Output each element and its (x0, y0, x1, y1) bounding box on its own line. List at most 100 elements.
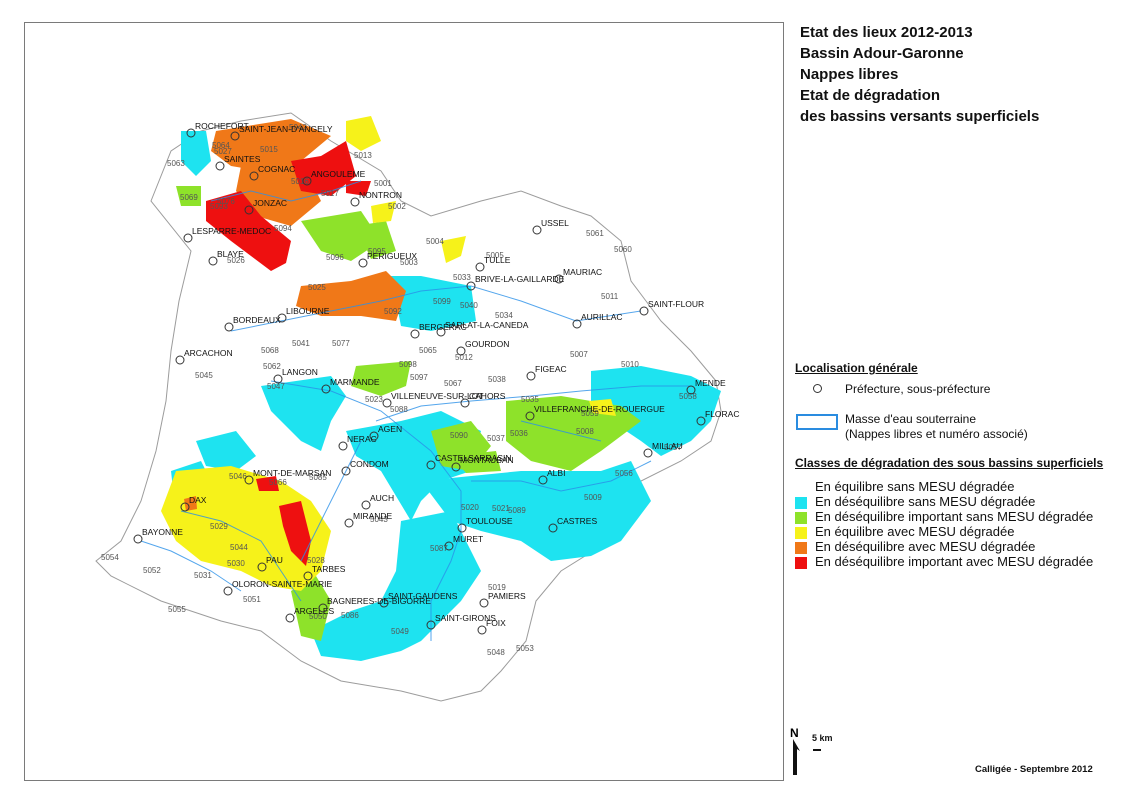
zone-label: 5040 (460, 301, 478, 310)
swatch-desequilibre-sans (795, 497, 807, 509)
zone-label: 5044 (230, 543, 248, 552)
zone-label: 5066 (269, 478, 287, 487)
city-label: TARBES (312, 564, 346, 574)
city-label: OLORON-SAINTE-MARIE (232, 579, 332, 589)
zone-label: 5043 (370, 515, 388, 524)
class-equilibre-avec-mesu (161, 116, 616, 591)
prefecture-circle-icon (249, 171, 259, 181)
city-marker: SAINT-FLOUR (639, 299, 704, 316)
swatch-desequilibre-important-sans (795, 512, 807, 524)
zone-label: 5020 (461, 503, 479, 512)
zone-label: 5004 (426, 237, 444, 246)
zone-label: 5052 (143, 566, 161, 575)
prefecture-circle-icon (344, 518, 354, 528)
city-label: PAMIERS (488, 591, 526, 601)
zone-label: 5063 (167, 159, 185, 168)
prefecture-circle-icon (477, 625, 487, 635)
zone-label: 5093 (210, 202, 228, 211)
city-marker: BRIVE-LA-GAILLARDE (466, 274, 565, 291)
city-label: USSEL (541, 218, 569, 228)
zone-label: 5064 (212, 141, 230, 150)
zone-label: 5097 (410, 373, 428, 382)
city-label: DAX (189, 495, 207, 505)
city-marker: JONZAC (244, 198, 287, 215)
city-marker: BLAYE (208, 249, 244, 266)
prefecture-circle-icon (208, 256, 218, 266)
zone-label: 5034 (495, 311, 513, 320)
city-marker: FOIX (477, 618, 506, 635)
city-label: ARGELES (294, 606, 334, 616)
city-marker: USSEL (532, 218, 569, 235)
zone-label: 5015 (260, 145, 278, 154)
city-marker: TOULOUSE (457, 516, 513, 533)
city-label: PERIGUEUX (367, 251, 417, 261)
zone-label: 5059 (581, 409, 599, 418)
zone-label: 5087 (430, 544, 448, 553)
zone-label: 5011 (601, 292, 619, 301)
city-marker: MIRANDE (344, 511, 393, 528)
zone-label: 5076 (217, 197, 235, 206)
prefecture-circle-icon (361, 500, 371, 510)
zone-label: 5047 (267, 382, 285, 391)
class-label: En déséquilibre important avec MESU dégr… (815, 554, 1094, 569)
prefecture-circle-icon (303, 571, 313, 581)
city-marker: NONTRON (350, 190, 402, 207)
prefecture-circle-icon (525, 411, 535, 421)
city-label: BORDEAUX (233, 315, 281, 325)
zone-label: 5060 (614, 245, 632, 254)
prefecture-circle-icon (532, 225, 542, 235)
prefecture-circle-icon (696, 416, 706, 426)
prefecture-circle-icon (318, 603, 328, 613)
prefecture-circle-icon (350, 197, 360, 207)
zone-label: 5049 (391, 627, 409, 636)
zone-label: 5096 (326, 253, 344, 262)
city-marker: CASTRES (548, 516, 597, 533)
zone-label: 5046 (229, 472, 247, 481)
zone-label: 5092 (384, 307, 402, 316)
north-label: N (790, 726, 799, 740)
zone-label: 5010 (621, 360, 639, 369)
city-marker: SARLAT-LA-CANEDA (436, 320, 529, 337)
city-marker: CAHORS (460, 391, 506, 408)
title-line: Nappes libres (800, 66, 899, 83)
prefecture-circle-icon (285, 613, 295, 623)
title-line: Etat de dégradation (800, 87, 941, 104)
prefecture-circle-icon (643, 448, 653, 458)
city-marker: AURILLAC (572, 312, 623, 329)
zone-label: 5025 (308, 283, 326, 292)
city-label: NERAC (347, 434, 377, 444)
city-label: MAURIAC (563, 267, 602, 277)
prefecture-circle-icon (273, 374, 283, 384)
zone-label: 5028 (307, 556, 325, 565)
zone-label: 5037 (487, 434, 505, 443)
class-label: En équilibre sans MESU dégradée (815, 479, 1015, 494)
zone-label: 5026 (227, 256, 245, 265)
zone-label: 5053 (516, 644, 534, 653)
city-marker: MURET (444, 534, 483, 551)
prefecture-circle-icon (639, 306, 649, 316)
prefecture-circle-icon (224, 322, 234, 332)
zone-label: 5048 (487, 648, 505, 657)
zone-label: 5001 (374, 179, 392, 188)
prefecture-circle-icon (554, 274, 564, 284)
zone-label: 5023 (365, 395, 383, 404)
city-label: ALBI (547, 468, 565, 478)
city-label: SAINT-FLOUR (648, 299, 704, 309)
north-arrow-icon: N (790, 727, 802, 780)
legend-heading-localisation: Localisation générale (795, 361, 918, 375)
zone-label: 5042 (289, 123, 307, 132)
zone-label: 5021 (492, 504, 510, 513)
city-label: LIBOURNE (286, 306, 330, 316)
city-marker: ARGELES (285, 606, 334, 623)
city-marker: LESPARRE-MEDOC (183, 226, 271, 243)
zone-label: 5089 (508, 506, 526, 515)
zone-label: 5085 (309, 473, 327, 482)
city-label: CONDOM (350, 459, 389, 469)
prefecture-circle-icon (244, 475, 254, 485)
prefecture-circle-icon (410, 329, 420, 339)
zone-label: 5098 (399, 360, 417, 369)
city-label: MURET (453, 534, 483, 544)
city-marker: TARBES (303, 564, 346, 581)
city-label: SAINT-GAUDENS (388, 591, 458, 601)
